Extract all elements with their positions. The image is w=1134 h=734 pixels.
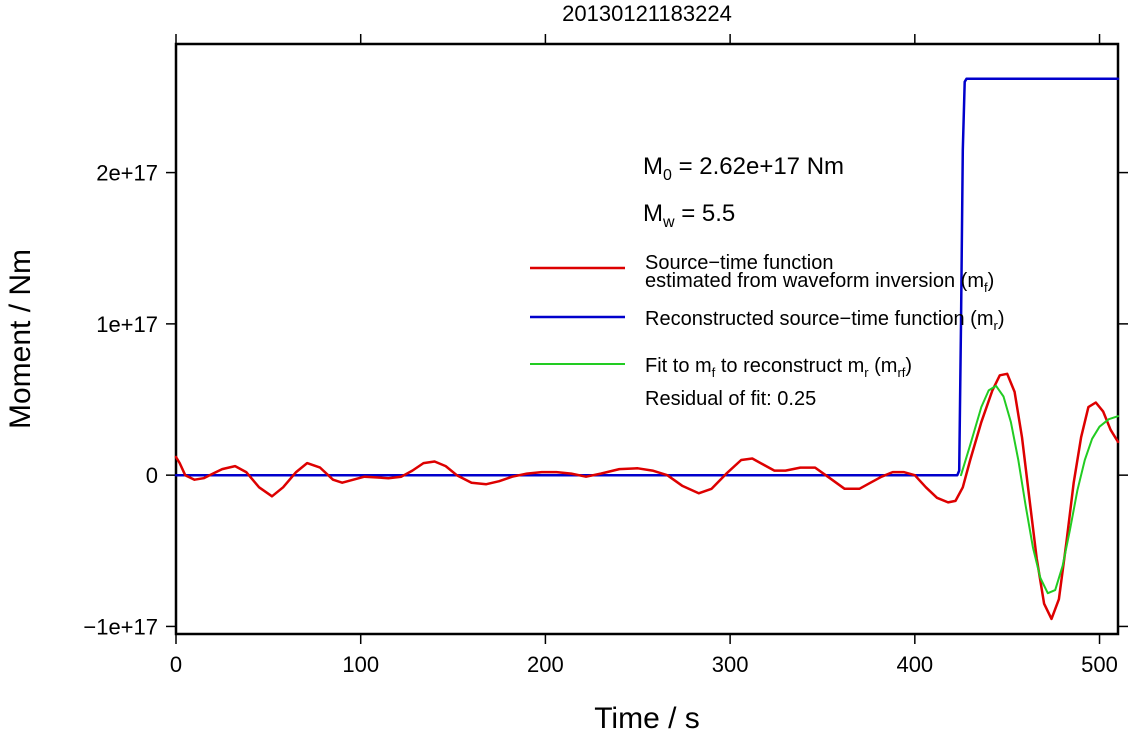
legend-sub-r: r [994,318,999,333]
y-axis: −1e+17 0 1e+17 2e+17 [83,161,1128,639]
legend-sub-f: f [984,280,988,295]
y-tick-label: 0 [146,463,158,488]
legend-label-fit: Fit to mf to reconstruct mr (mrf) [645,355,912,380]
y-tick-label: 2e+17 [96,161,158,186]
series-source-time-function [174,372,1120,621]
series-reconstructed-stf [174,77,1120,477]
x-tick-label: 200 [527,652,564,677]
m0-letter: M [643,153,663,180]
x-tick-label: 300 [712,652,749,677]
mw-value: = 5.5 [675,200,736,227]
x-tick-label: 400 [896,652,933,677]
legend-text-fit-c: (m [869,355,898,377]
y-tick-label: −1e+17 [83,614,158,639]
legend-close-3: ) [905,355,912,377]
legend-sub-rf: rf [897,365,905,380]
mw-letter: M [643,200,663,227]
legend-label-source-time-2: estimated from waveform inversion (mf) [645,270,994,295]
legend-sub-f2: f [712,365,716,380]
legend-close-1: ) [988,270,995,292]
m0-annotation: M0 = 2.62e+17 Nm [643,153,844,184]
mw-annotation: Mw = 5.5 [643,200,735,231]
y-tick-label: 1e+17 [96,312,158,337]
plot-frame [174,42,1120,636]
y-axis-title: Moment / Nm [4,249,37,429]
legend-close-2: ) [998,308,1005,330]
mw-subscript: w [662,214,675,231]
m0-subscript: 0 [663,167,672,184]
legend-text-fit-a: Fit to m [645,355,712,377]
x-axis: 0 100 200 300 400 500 [170,34,1118,677]
x-tick-label: 500 [1081,652,1118,677]
x-tick-label: 0 [170,652,182,677]
legend-text-estimated: estimated from waveform inversion (m [645,270,984,292]
legend-label-source-time-1: Source−time function [645,252,833,274]
x-tick-label: 100 [342,652,379,677]
m0-value: = 2.62e+17 Nm [672,153,844,180]
x-axis-title: Time / s [594,702,700,734]
series-layer [174,77,1120,621]
legend-sub-r2: r [864,365,869,380]
legend-text-fit-b: to reconstruct m [715,355,864,377]
legend-label-reconstructed: Reconstructed source−time function (mr) [645,308,1005,333]
residual-annotation: Residual of fit: 0.25 [645,388,816,410]
chart-title: 20130121183224 [562,1,732,26]
legend-text-reconstructed: Reconstructed source−time function (m [645,308,994,330]
legend: Source−time function estimated from wave… [530,252,1005,410]
series-fit [960,384,1119,595]
